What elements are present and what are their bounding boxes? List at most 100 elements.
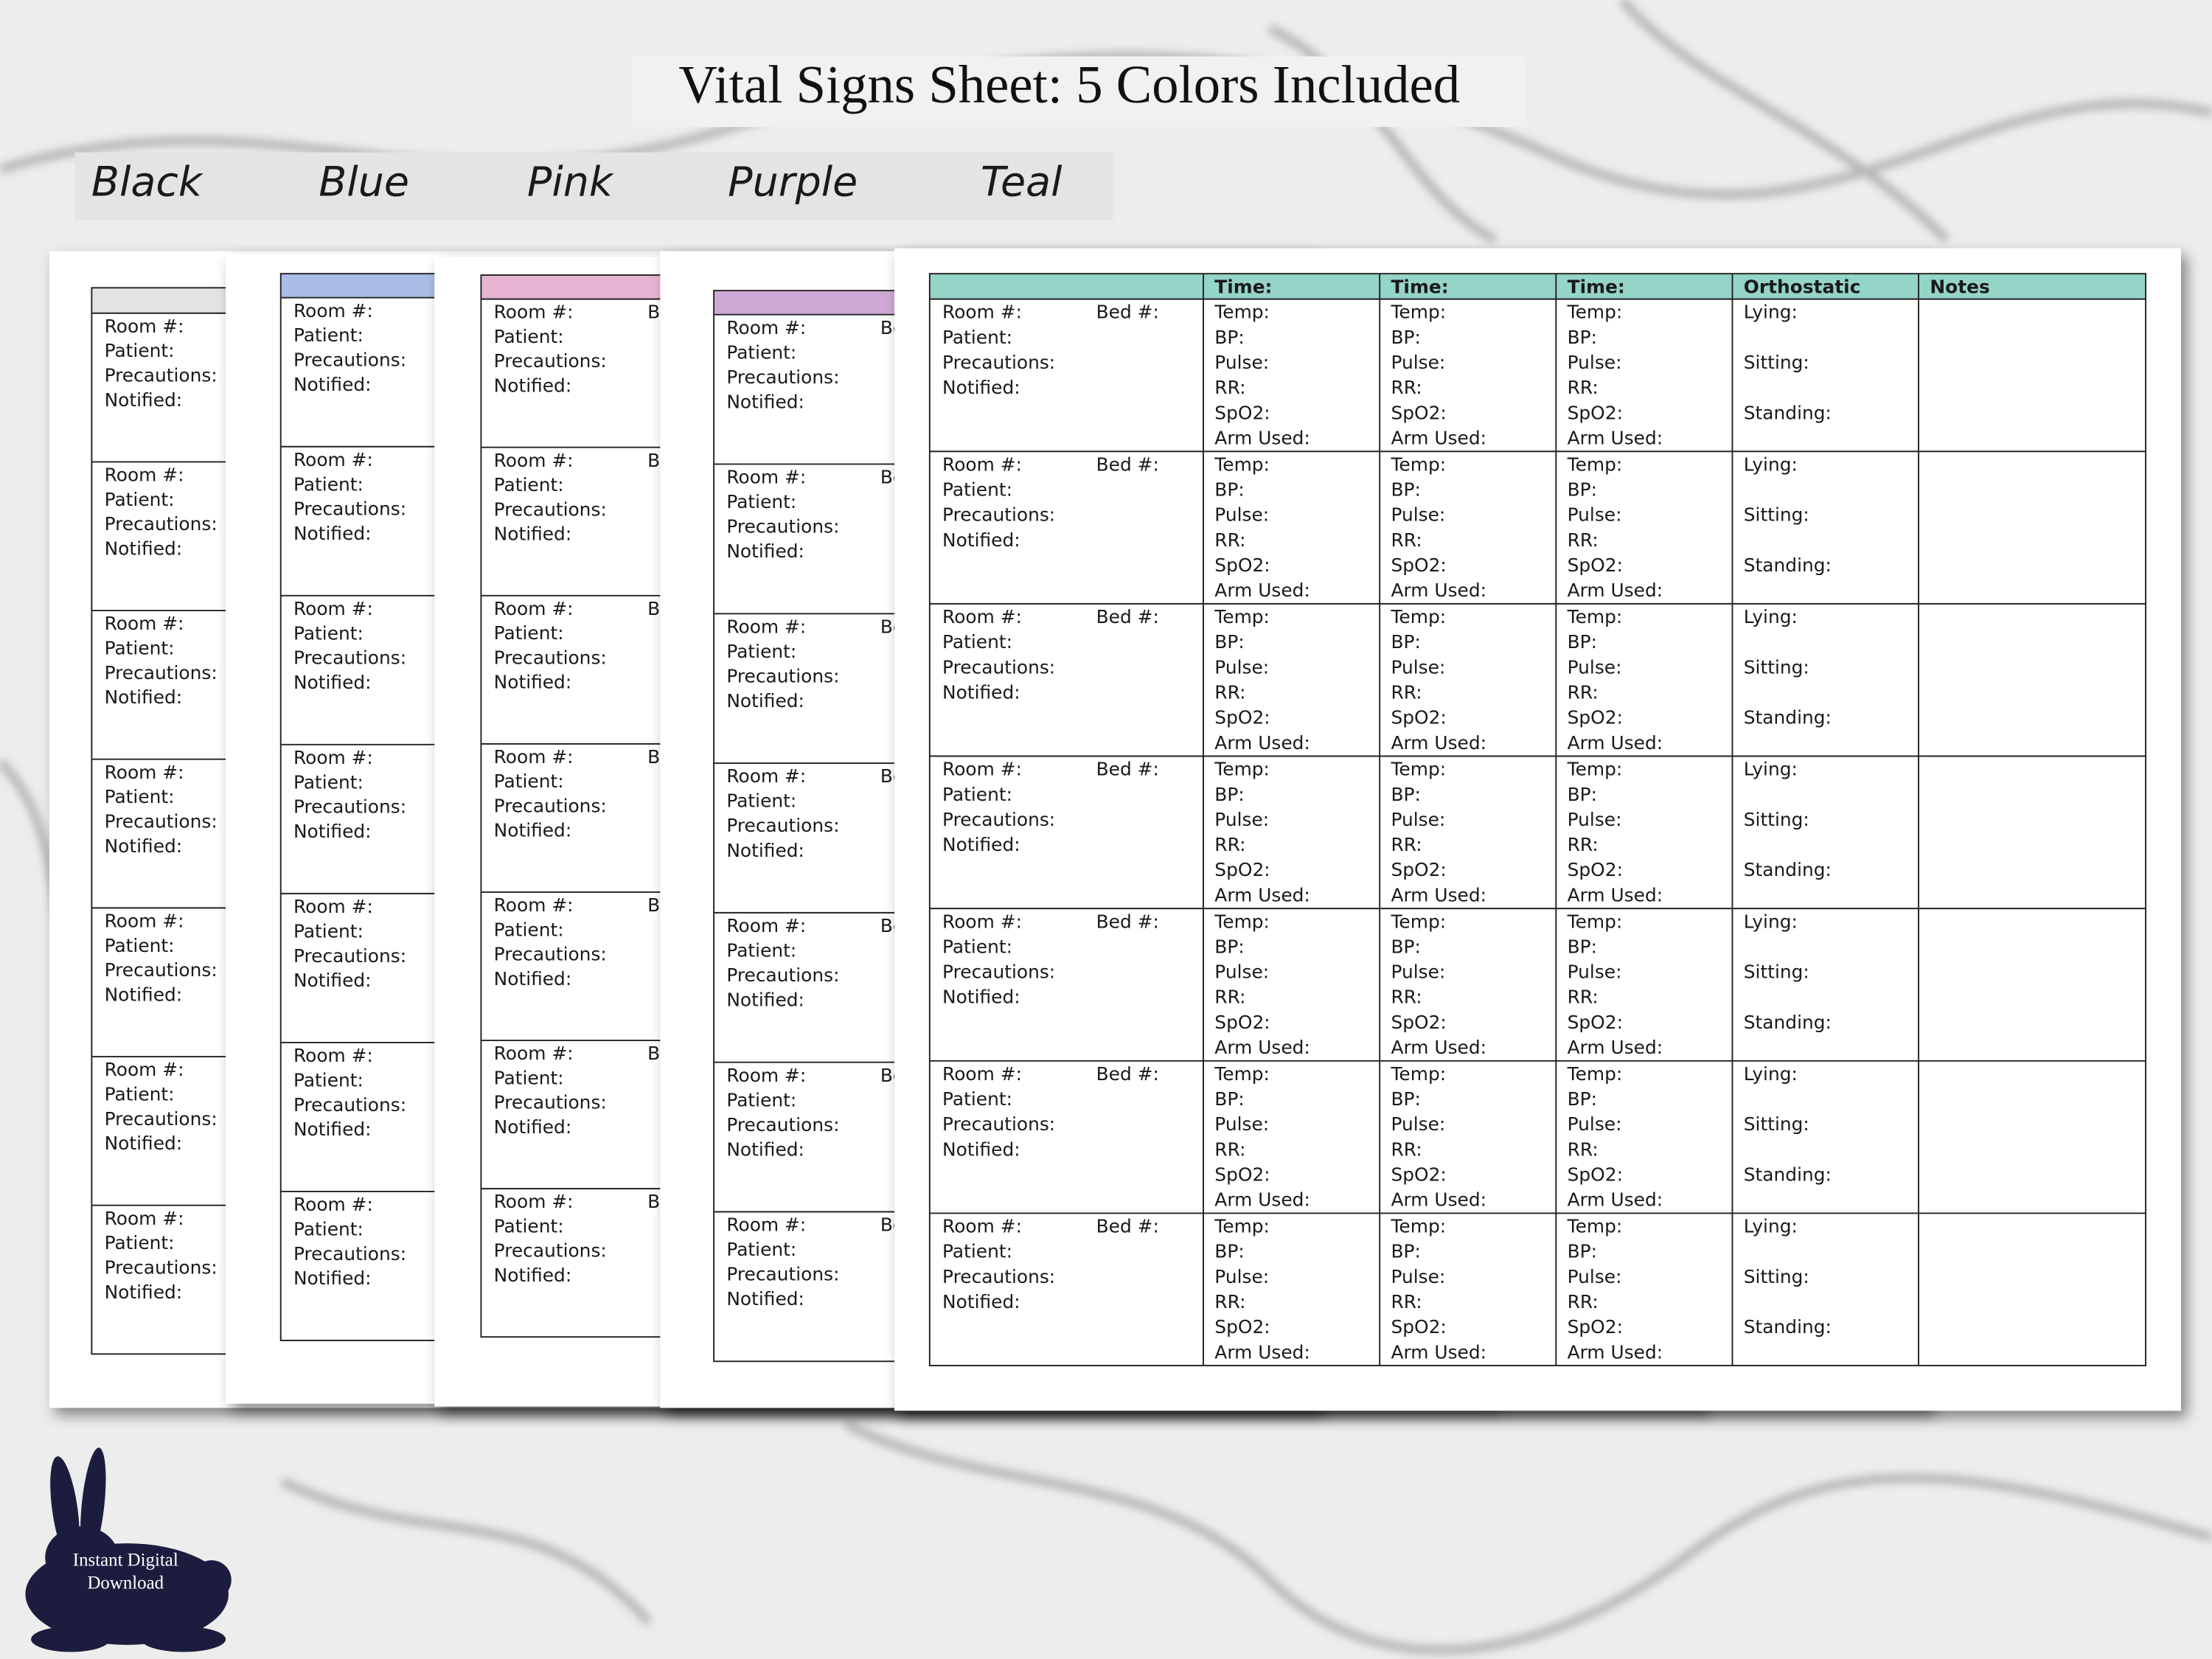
patient-field: Notified: [293,1267,372,1289]
patient-field: Notified: [105,1281,183,1303]
vital-field: SpO2: [1391,554,1446,576]
patient-field: Patient: [105,340,175,361]
patient-field: Precautions: [726,815,839,836]
vital-field: RR: [1214,1291,1245,1312]
patient-field: Patient: [494,326,564,347]
patient-field: Room #: [942,302,1022,323]
vital-field: Temp: [1567,759,1623,780]
patient-field: Patient: [726,491,796,512]
vital-field: RR: [1391,681,1422,703]
vital-field: Pulse: [1568,809,1622,830]
patient-field: Precautions: [293,349,406,371]
vital-field: Temp: [1214,911,1270,932]
patient-field: Precautions: [494,795,607,816]
vital-field: BP: [1568,1088,1597,1110]
column-header: Time: [1214,276,1272,297]
patient-field: Precautions: [105,662,218,684]
vital-field: Arm Used: [1214,732,1310,754]
sheet-paper [894,248,2181,1411]
vital-field: SpO2: [1568,1012,1623,1033]
vital-field: Temp: [1214,453,1270,475]
orthostatic-field: Standing: [1744,859,1832,880]
patient-field: Patient: [494,919,564,940]
patient-field: Patient: [726,1089,796,1110]
patient-field: Patient: [942,479,1012,501]
patient-field: Precautions: [293,498,406,520]
vital-field: RR: [1214,1138,1245,1160]
vital-field: BP: [1391,1241,1420,1262]
patient-field: Patient: [726,1239,796,1260]
vital-field: SpO2: [1214,1316,1270,1338]
orthostatic-field: Lying: [1744,606,1798,627]
patient-field: Notified: [726,1288,804,1310]
vital-field: Pulse: [1391,1113,1445,1135]
patient-field: Patient: [942,1088,1012,1110]
patient-field: Notified: [494,1265,572,1286]
vital-field: RR: [1568,834,1599,855]
orthostatic-field: Sitting: [1744,504,1809,526]
vital-field: SpO2: [1391,859,1446,880]
patient-field: Room #: [726,616,806,637]
vital-field: Arm Used: [1391,1037,1486,1058]
vital-field: SpO2: [1214,1012,1270,1033]
vital-field: BP: [1568,936,1597,957]
vital-field: BP: [1214,327,1244,348]
vital-field: Temp: [1567,453,1623,475]
vital-field: RR: [1391,834,1422,855]
patient-field: Patient: [942,936,1012,957]
patient-field: Precautions: [942,504,1055,526]
bed-field: Bed #: [1096,1063,1159,1085]
patient-field: Room #: [293,747,373,768]
vital-field: RR: [1214,987,1245,1008]
patient-field: Notified: [494,1116,572,1138]
vital-field: Temp: [1214,1216,1270,1237]
patient-field: Room #: [942,759,1022,780]
patient-field: Room #: [726,915,806,936]
patient-field: Notified: [942,529,1020,551]
vital-field: Pulse: [1391,1266,1445,1287]
vital-field: SpO2: [1568,707,1623,728]
badge-text: Download [87,1573,164,1593]
vital-field: Pulse: [1568,504,1622,526]
patient-field: Precautions: [726,1264,839,1285]
vital-field: SpO2: [1391,1164,1446,1186]
patient-field: Patient: [942,327,1012,348]
patient-field: Room #: [293,300,373,321]
patient-field: Room #: [726,467,806,488]
vital-field: RR: [1391,529,1422,551]
patient-field: Precautions: [942,352,1055,373]
vital-field: Arm Used: [1391,732,1486,754]
vital-field: Pulse: [1568,656,1622,678]
orthostatic-field: Sitting: [1744,809,1809,830]
patient-field: Notified: [494,524,572,545]
orthostatic-field: Standing: [1744,707,1832,728]
patient-field: Notified: [293,523,372,544]
vital-field: BP: [1214,784,1244,805]
table-border [928,273,2147,1366]
vital-field: BP: [1391,936,1420,957]
orthostatic-field: Sitting: [1744,352,1809,373]
vital-field: SpO2: [1568,859,1623,880]
patient-field: Room #: [494,598,574,619]
vital-field: RR: [1214,834,1245,855]
vital-field: Arm Used: [1391,428,1486,449]
sheet: Time: Time: Time: Orthostatic Notes Room #: Pa… [894,248,2181,1411]
vital-field: SpO2: [1214,859,1270,880]
vital-field: Temp: [1390,1063,1446,1085]
vital-field: Temp: [1567,1063,1623,1085]
vital-field: Pulse: [1568,352,1622,373]
orthostatic-field: Sitting: [1744,656,1809,678]
vital-field: BP: [1214,1088,1244,1110]
vital-field: SpO2: [1214,707,1270,728]
patient-field: Room #: [105,911,184,932]
vital-field: RR: [1568,1138,1599,1160]
vital-field: Arm Used: [1568,1037,1663,1058]
patient-field: Patient: [494,622,564,644]
patient-field: Notified: [494,820,572,841]
orthostatic-field: Lying: [1744,1216,1798,1237]
patient-field: Precautions: [726,964,839,986]
vital-field: Arm Used: [1391,884,1486,905]
vital-field: RR: [1214,377,1245,398]
patient-field: Precautions: [942,1113,1055,1135]
patient-field: Precautions: [293,945,406,967]
